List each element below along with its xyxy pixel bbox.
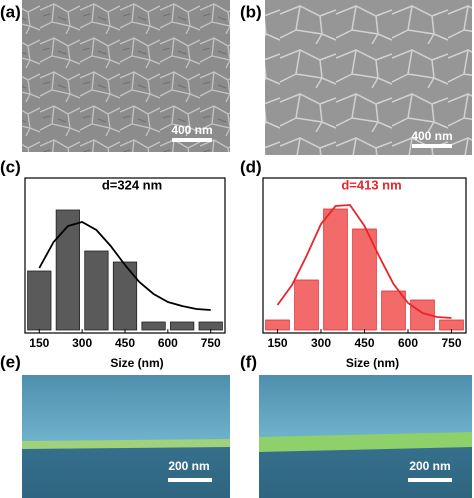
x-tick-label: 150 [29,336,49,350]
bar [294,279,319,331]
sem-top-a [22,0,230,152]
x-tick-label: 600 [158,336,178,350]
bar [323,208,348,331]
bar [439,319,464,331]
panel-label: (d) [240,157,262,176]
x-tick-label: 450 [115,336,135,350]
panel-label: (b) [240,2,262,21]
bar [265,319,290,331]
scale-bar-label: 200 nm [409,459,450,473]
x-tick-label: 600 [398,336,418,350]
sem-cross-f [259,375,472,498]
x-tick-label: 300 [72,336,92,350]
bar [27,270,52,331]
x-tick-label: 750 [441,336,461,350]
sem-top-b [265,0,472,155]
panel-label: (f) [240,352,257,371]
panel-label: (c) [0,157,21,176]
x-axis-label: Size (nm) [346,356,399,370]
x-tick-label: 750 [201,336,221,350]
annotation: d=413 nm [341,177,401,192]
scale-bar-label: 400 nm [171,123,212,137]
fit-curve [38,221,211,311]
sem-cross-e [22,375,230,498]
annotation: d=324 nm [102,177,162,192]
bar [55,209,80,331]
bar [84,250,109,331]
fit-curve [276,204,452,319]
panel-label: (a) [0,2,21,21]
x-tick-label: 450 [354,336,374,350]
bar [112,261,138,331]
bar [170,321,195,331]
x-tick-label: 150 [267,336,287,350]
bar [410,299,435,331]
scale-bar-label: 400 nm [411,129,452,143]
bar [141,321,166,331]
x-tick-label: 300 [311,336,331,350]
bar [198,321,223,331]
scale-bar-label: 200 nm [168,459,209,473]
bar [381,290,406,331]
x-axis-label: Size (nm) [110,356,163,370]
panel-label: (e) [0,352,21,371]
